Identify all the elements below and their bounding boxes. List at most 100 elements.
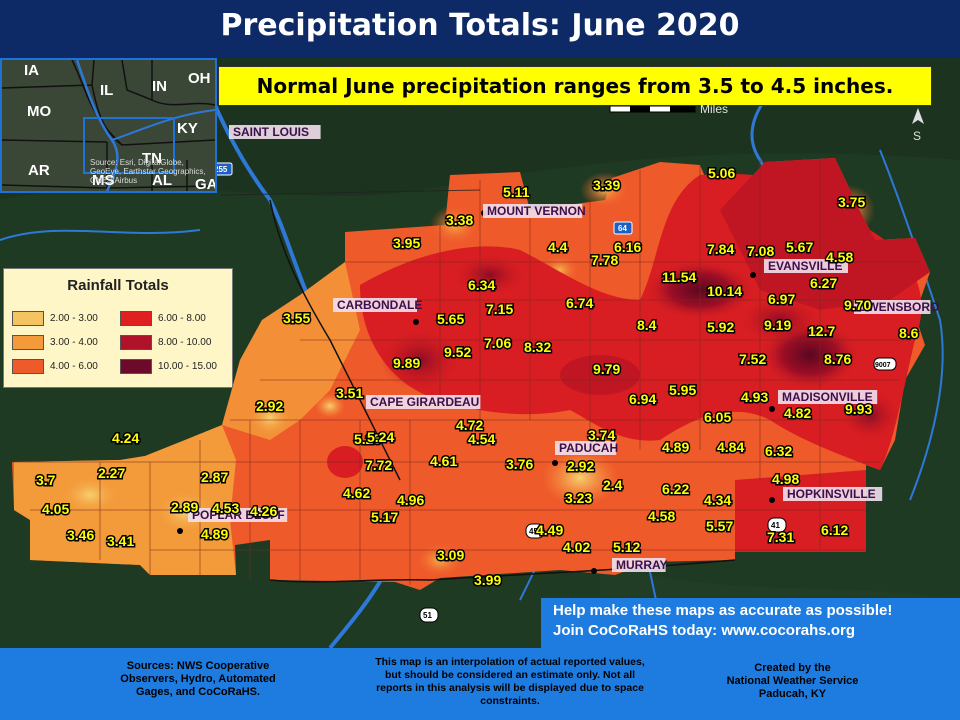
legend-item: 4.00 - 6.00 (12, 359, 98, 375)
footer-bar: Sources: NWS Cooperative Observers, Hydr… (0, 648, 960, 720)
state-label-il: IL (100, 82, 114, 99)
rainfall-observation-label: 9.89 (393, 355, 420, 371)
city-label-murray: MURRAY (612, 558, 668, 572)
city-label-saint-louis: SAINT LOUIS (229, 125, 321, 139)
state-label-ms: MS (92, 172, 115, 189)
rainfall-observation-label: 3.23 (565, 490, 592, 506)
legend-item: 10.00 - 15.00 (120, 359, 217, 375)
rainfall-observation-label: 5.65 (437, 311, 464, 327)
rainfall-observation-label: 12.7 (808, 323, 835, 339)
svg-text:51: 51 (423, 611, 432, 620)
rainfall-observation-label: 7.15 (486, 301, 513, 317)
inset-map-svg (2, 60, 215, 191)
footer-disclaimer-line: but should be considered an estimate onl… (384, 669, 636, 681)
city-label-mount-vernon: MOUNT VERNON (483, 204, 586, 218)
city-label-madisonville: MADISONVILLE (778, 390, 878, 404)
legend-label: 8.00 - 10.00 (158, 337, 212, 349)
rainfall-observation-label: 3.7 (36, 472, 56, 488)
rainfall-observation-label: 3.41 (107, 533, 134, 549)
legend-swatch (120, 359, 152, 374)
rainfall-observation-label: 3.95 (393, 235, 420, 251)
rainfall-observation-label: 4.58 (648, 508, 675, 524)
footer-sources-line: Observers, Hydro, Automated (120, 673, 276, 685)
legend-item: 6.00 - 8.00 (120, 311, 206, 327)
rainfall-observation-label: 4.34 (704, 492, 731, 508)
state-label-ar: AR (28, 162, 50, 179)
rainfall-observation-label: 3.51 (336, 385, 363, 401)
rainfall-observation-label: 4.24 (112, 430, 139, 446)
city-label-cape-girardeau: CAPE GIRARDEAU (366, 395, 481, 409)
rainfall-observation-label: 7.08 (747, 243, 774, 259)
city-label-evansville: EVANSVILLE (764, 259, 848, 273)
rainfall-observation-label: 4.84 (717, 439, 744, 455)
state-label-in: IN (152, 78, 167, 95)
svg-text:OWENSBORO: OWENSBORO (858, 300, 939, 314)
rainfall-observation-label: 4.53 (212, 500, 239, 516)
legend-swatch (12, 359, 44, 374)
rainfall-observation-label: 2.87 (201, 469, 228, 485)
rainfall-observation-label: 9.79 (593, 361, 620, 377)
legend-item: 2.00 - 3.00 (12, 311, 98, 327)
rainfall-legend: Rainfall Totals 2.00 - 3.00 6.00 - 8.00 … (3, 268, 233, 388)
rainfall-observation-label: 6.74 (566, 295, 593, 311)
rainfall-observation-label: 4.89 (662, 439, 689, 455)
state-label-al: AL (152, 172, 172, 189)
city-label-carbondale: CARBONDALE (333, 298, 422, 312)
rainfall-observation-label: 6.16 (614, 239, 641, 255)
rainfall-observation-label: 6.32 (765, 443, 792, 459)
inset-source-attribution: Source: Esri, DigitalGlobe, GeoEye, Eart… (90, 158, 206, 185)
rainfall-observation-label: 2.4 (603, 477, 623, 493)
cocorahs-line-2[interactable]: Join CoCoRaHS today: www.cocorahs.org (553, 622, 855, 639)
rainfall-observation-label: 3.38 (446, 212, 473, 228)
rainfall-observation-label: 2.92 (256, 398, 283, 414)
footer-credit-line: National Weather Service (726, 675, 859, 687)
state-label-oh: OH (188, 70, 211, 87)
rainfall-observation-label: 11.54 (662, 269, 696, 285)
legend-label: 2.00 - 3.00 (50, 313, 98, 325)
rainfall-observation-label: 6.94 (629, 391, 656, 407)
rainfall-observation-label: 4.4 (548, 239, 568, 255)
svg-text:POPLAR BLUFF: POPLAR BLUFF (192, 508, 285, 522)
rainfall-observation-label: 4.58 (826, 249, 853, 265)
legend-item: 3.00 - 4.00 (12, 335, 98, 351)
legend-swatch (12, 311, 44, 326)
normal-precip-note: Normal June precipitation ranges from 3.… (218, 66, 932, 106)
svg-text:SAINT LOUIS: SAINT LOUIS (233, 125, 309, 139)
footer-disclaimer: This map is an interpolation of actual r… (325, 656, 695, 708)
rainfall-observation-label: 7.06 (484, 335, 511, 351)
rainfall-observation-label: 4.98 (772, 471, 799, 487)
city-label-owensboro: OWENSBORO (854, 300, 939, 314)
rainfall-observation-label: 3.75 (838, 194, 865, 210)
footer-sources-line: Gages, and CoCoRaHS. (135, 686, 261, 698)
rainfall-observation-label: 5.57 (706, 518, 733, 534)
rainfall-observation-label: 3.99 (474, 572, 501, 588)
rainfall-observation-label: 7.72 (365, 457, 392, 473)
rainfall-observation-label: 7.31 (767, 529, 794, 545)
rainfall-observation-label: 5.24 (367, 429, 394, 445)
rainfall-observation-label: 4.82 (784, 405, 811, 421)
svg-text:S: S (913, 129, 921, 143)
rainfall-observation-label: 6.27 (810, 275, 837, 291)
svg-text:HOPKINSVILLE: HOPKINSVILLE (787, 487, 876, 501)
svg-text:45: 45 (529, 527, 538, 536)
rainfall-observation-label: 4.96 (397, 492, 424, 508)
rainfall-observation-label: 3.46 (67, 527, 94, 543)
rainfall-observation-label: 4.49 (536, 522, 563, 538)
cocorahs-callout: Help make these maps as accurate as poss… (541, 598, 960, 648)
state-label-mo: MO (27, 103, 52, 120)
rainfall-observation-label: 5.12 (613, 539, 640, 555)
legend-label: 4.00 - 6.00 (50, 361, 98, 373)
footer-disclaimer-line: constraints. (480, 695, 540, 707)
footer-credit-line: Paducah, KY (758, 688, 827, 700)
rainfall-observation-label: 3.74 (588, 427, 615, 443)
rainfall-observation-label: 4.61 (430, 453, 457, 469)
svg-text:MOUNT VERNON: MOUNT VERNON (487, 204, 586, 218)
state-label-tn: TN (142, 150, 162, 167)
title-bar: Precipitation Totals: June 2020 (0, 0, 960, 58)
rainfall-observation-label: 5.11 (503, 184, 530, 200)
rainfall-observation-label: 4.26 (250, 503, 277, 519)
legend-swatch (120, 311, 152, 326)
rainfall-observation-label: 7.52 (739, 351, 766, 367)
rainfall-observation-label: 8.32 (524, 339, 551, 355)
rainfall-observation-label: 7.78 (591, 252, 618, 268)
